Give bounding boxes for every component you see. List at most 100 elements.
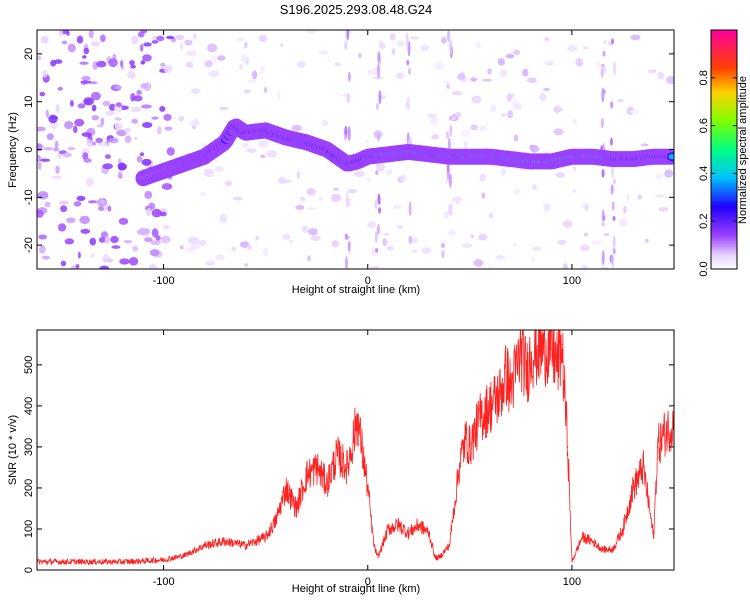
heatmap-noise-cell <box>141 158 152 166</box>
spectrogram-ytick-label: -20 <box>23 237 35 253</box>
heatmap-noise-cell <box>379 94 387 100</box>
heatmap-streak-cell <box>448 173 452 188</box>
heatmap-noise-cell <box>440 242 446 249</box>
heatmap-noise-cell <box>159 106 166 112</box>
heatmap-noise-cell <box>136 155 143 163</box>
heatmap-noise-cell <box>501 113 507 117</box>
heatmap-noise-cell <box>160 62 166 67</box>
spectrogram-xtick-label: 0 <box>365 275 371 287</box>
heatmap-streak-cell <box>601 209 605 223</box>
heatmap-noise-cell <box>584 204 589 212</box>
heatmap-streak-cell <box>374 199 378 210</box>
heatmap-noise-cell <box>626 106 634 116</box>
heatmap-noise-cell <box>379 43 386 50</box>
heatmap-noise-cell <box>67 146 76 151</box>
snr-data-point <box>275 520 277 522</box>
heatmap-noise-cell <box>434 61 444 71</box>
heatmap-noise-cell <box>386 168 393 176</box>
heatmap-noise-cell <box>76 35 84 44</box>
heatmap-noise-cell <box>246 148 257 153</box>
heatmap-noise-cell <box>397 225 403 229</box>
snr-data-point <box>448 544 450 547</box>
heatmap-noise-cell <box>623 205 627 214</box>
snr-data-point <box>101 561 103 563</box>
snr-data-point <box>469 446 471 448</box>
heatmap-streak-cell <box>347 72 351 82</box>
heatmap-noise-cell <box>531 254 535 263</box>
heatmap-streak-cell <box>376 224 380 236</box>
heatmap-noise-cell <box>321 119 329 127</box>
snr-data-point <box>438 557 440 559</box>
heatmap-streak-cell <box>610 137 613 146</box>
heatmap-noise-cell <box>155 235 161 241</box>
heatmap-noise-cell <box>116 129 127 137</box>
heatmap-noise-cell <box>140 30 148 34</box>
heatmap-noise-cell <box>45 109 49 118</box>
heatmap-noise-cell <box>156 35 165 42</box>
heatmap-noise-cell <box>48 114 58 124</box>
heatmap-noise-cell <box>204 60 213 68</box>
snr-data-point <box>506 372 508 374</box>
heatmap-noise-cell <box>188 237 199 245</box>
heatmap-noise-cell <box>473 259 484 267</box>
heatmap-noise-cell <box>185 61 194 68</box>
heatmap-noise-cell <box>83 158 92 163</box>
snr-ytick-label: 500 <box>23 356 35 374</box>
heatmap-noise-cell <box>70 100 74 107</box>
heatmap-streak-cell <box>378 207 382 214</box>
heatmap-noise-cell <box>163 113 172 121</box>
heatmap-noise-cell <box>111 245 121 249</box>
heatmap-streak-cell <box>612 235 616 249</box>
heatmap-noise-cell <box>102 254 110 263</box>
heatmap-streak-cell <box>374 231 378 244</box>
heatmap-noise-cell <box>151 208 162 218</box>
heatmap-noise-cell <box>505 53 515 59</box>
heatmap-noise-cell <box>217 55 226 61</box>
heatmap-noise-cell <box>140 83 147 89</box>
heatmap-noise-cell <box>184 248 194 253</box>
heatmap-noise-cell <box>591 240 602 246</box>
heatmap-noise-cell <box>38 161 42 170</box>
heatmap-streak-cell <box>408 235 412 245</box>
snr-ytick-label: 300 <box>23 438 35 456</box>
heatmap-noise-cell <box>296 171 301 179</box>
heatmap-noise-cell <box>42 255 50 260</box>
heatmap-noise-cell <box>539 92 547 101</box>
heatmap-noise-cell <box>575 57 584 67</box>
heatmap-streak-cell <box>601 222 605 227</box>
heatmap-streak-cell <box>612 215 616 221</box>
heatmap-noise-cell <box>291 124 302 132</box>
heatmap-noise-cell <box>630 110 640 114</box>
heatmap-noise-cell <box>100 34 106 43</box>
snr-data-point <box>336 454 338 456</box>
heatmap-noise-cell <box>102 100 111 107</box>
heatmap-streak-cell <box>602 89 606 95</box>
heatmap-noise-cell <box>308 228 318 236</box>
heatmap-noise-cell <box>76 195 86 201</box>
heatmap-noise-cell <box>83 47 90 55</box>
heatmap-noise-cell <box>159 211 167 217</box>
heatmap-noise-cell <box>99 265 110 269</box>
heatmap-noise-cell <box>130 64 137 69</box>
heatmap-noise-cell <box>386 246 394 251</box>
heatmap-noise-cell <box>471 95 482 104</box>
heatmap-noise-cell <box>527 77 537 84</box>
heatmap-streak-cell <box>377 51 381 64</box>
heatmap-streak-cell <box>611 201 615 211</box>
heatmap-noise-cell <box>513 134 519 142</box>
heatmap-noise-cell <box>110 235 119 244</box>
heatmap-streak-cell <box>448 204 452 215</box>
heatmap-noise-cell <box>61 40 68 45</box>
heatmap-noise-cell <box>282 233 291 241</box>
heatmap-noise-cell <box>77 251 81 259</box>
colorbar-tick-label: 0.8 <box>698 70 710 85</box>
heatmap-noise-cell <box>203 168 215 178</box>
heatmap-noise-cell <box>247 79 256 84</box>
heatmap-noise-cell <box>396 40 405 47</box>
heatmap-noise-cell <box>488 265 493 269</box>
heatmap-streak-cell <box>347 240 351 252</box>
snr-data-point <box>632 487 634 489</box>
heatmap-streak-cell <box>405 102 409 108</box>
heatmap-noise-cell <box>544 60 555 66</box>
heatmap-noise-cell <box>307 207 316 211</box>
